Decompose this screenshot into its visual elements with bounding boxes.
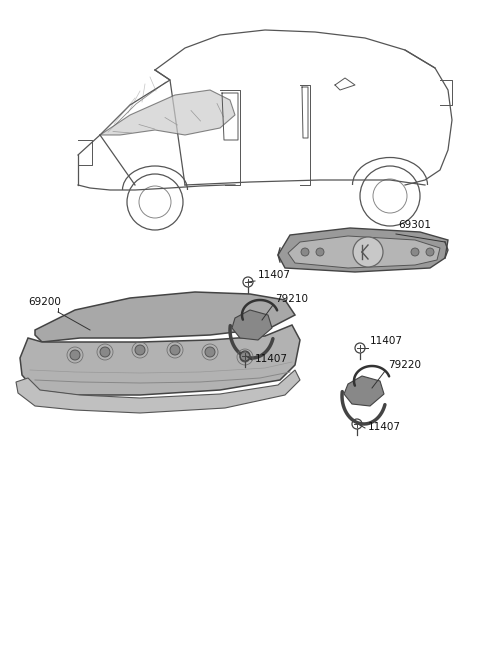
Circle shape: [70, 350, 80, 360]
Circle shape: [135, 345, 145, 355]
Text: 69200: 69200: [28, 297, 61, 307]
Polygon shape: [278, 228, 448, 272]
Circle shape: [316, 248, 324, 256]
Polygon shape: [100, 90, 235, 135]
Polygon shape: [344, 376, 384, 406]
Polygon shape: [288, 236, 440, 268]
Text: 79210: 79210: [275, 294, 308, 304]
Polygon shape: [20, 325, 300, 395]
Polygon shape: [16, 370, 300, 413]
Circle shape: [411, 248, 419, 256]
Circle shape: [240, 352, 250, 362]
Polygon shape: [35, 292, 295, 342]
Circle shape: [301, 248, 309, 256]
Polygon shape: [232, 310, 272, 340]
Circle shape: [353, 237, 383, 267]
Circle shape: [205, 347, 215, 357]
Text: 11407: 11407: [255, 354, 288, 364]
Circle shape: [426, 248, 434, 256]
Text: 11407: 11407: [258, 270, 291, 280]
Circle shape: [100, 347, 110, 357]
Circle shape: [170, 345, 180, 355]
Text: 11407: 11407: [368, 422, 401, 432]
Text: 79220: 79220: [388, 360, 421, 370]
Text: 69301: 69301: [398, 220, 431, 230]
Text: 11407: 11407: [370, 336, 403, 346]
